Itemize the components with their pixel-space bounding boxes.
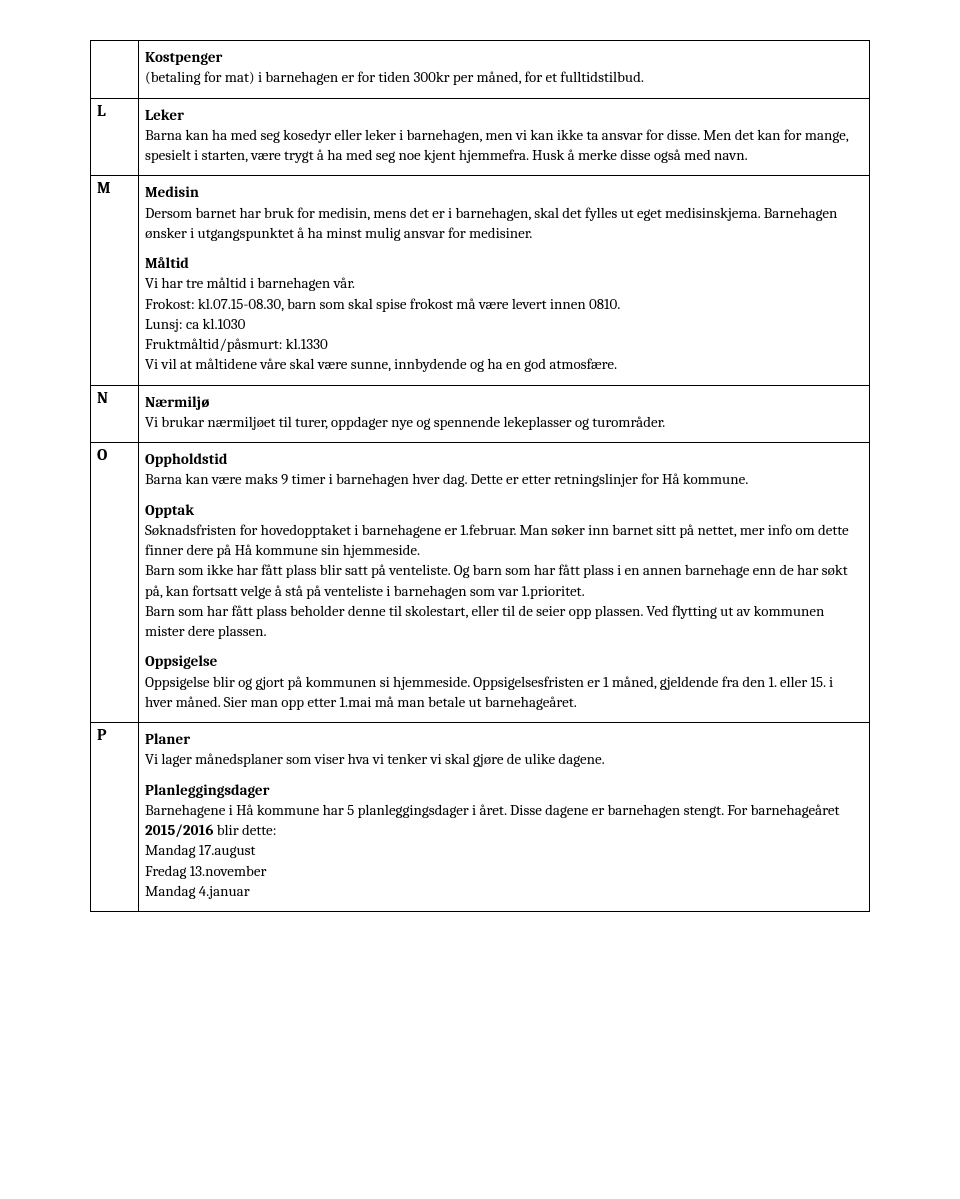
section-line: Vi vil at måltidene våre skal være sunne… (145, 354, 863, 374)
section-block: LekerBarna kan ha med seg kosedyr eller … (145, 105, 863, 166)
row-content: PlanerVi lager månedsplaner som viser hv… (139, 723, 870, 912)
section-line: Fredag 13.november (145, 861, 863, 881)
section-body: Dersom barnet har bruk for medisin, mens… (145, 203, 863, 244)
section-paragraph: Barn som har fått plass beholder denne t… (145, 601, 863, 642)
section-heading: Medisin (145, 182, 863, 202)
row-content: MedisinDersom barnet har bruk for medisi… (139, 176, 870, 385)
section-body: Barna kan være maks 9 timer i barnehagen… (145, 469, 863, 489)
bold-text: 2015/2016 (145, 821, 213, 839)
row-content: OppholdstidBarna kan være maks 9 timer i… (139, 443, 870, 723)
section-heading: Oppsigelse (145, 651, 863, 671)
row-letter: O (91, 443, 139, 723)
section-block: MåltidVi har tre måltid i barnehagen vår… (145, 253, 863, 375)
section-block: PlanerVi lager månedsplaner som viser hv… (145, 729, 863, 770)
table-row: NNærmiljøVi brukar nærmiljøet til turer,… (91, 385, 870, 443)
section-line: Lunsj: ca kl.1030 (145, 314, 863, 334)
section-heading: Opptak (145, 500, 863, 520)
section-body: Barna kan ha med seg kosedyr eller leker… (145, 125, 863, 166)
section-paragraph: Søknadsfristen for hovedopptaket i barne… (145, 520, 863, 561)
section-body: Vi brukar nærmiljøet til turer, oppdager… (145, 412, 863, 432)
row-letter: N (91, 385, 139, 443)
section-heading: Oppholdstid (145, 449, 863, 469)
table-row: MMedisinDersom barnet har bruk for medis… (91, 176, 870, 385)
section-block: MedisinDersom barnet har bruk for medisi… (145, 182, 863, 243)
section-body: Oppsigelse blir og gjort på kommunen si … (145, 672, 863, 713)
row-content: Kostpenger(betaling for mat) i barnehage… (139, 41, 870, 99)
section-line: Vi har tre måltid i barnehagen vår. (145, 273, 863, 293)
row-letter: L (91, 98, 139, 176)
section-line: Mandag 17.august (145, 840, 863, 860)
section-block: NærmiljøVi brukar nærmiljøet til turer, … (145, 392, 863, 433)
section-line: Barnehagene i Hå kommune har 5 planleggi… (145, 800, 863, 841)
table-row: Kostpenger(betaling for mat) i barnehage… (91, 41, 870, 99)
section-paragraph: Barn som ikke har fått plass blir satt p… (145, 560, 863, 601)
section-block: OppsigelseOppsigelse blir og gjort på ko… (145, 651, 863, 712)
section-line: Frokost: kl.07.15-08.30, barn som skal s… (145, 294, 863, 314)
row-letter: M (91, 176, 139, 385)
section-body: Vi lager månedsplaner som viser hva vi t… (145, 749, 863, 769)
row-letter: P (91, 723, 139, 912)
table-row: OOppholdstidBarna kan være maks 9 timer … (91, 443, 870, 723)
table-row: PPlanerVi lager månedsplaner som viser h… (91, 723, 870, 912)
row-content: LekerBarna kan ha med seg kosedyr eller … (139, 98, 870, 176)
row-content: NærmiljøVi brukar nærmiljøet til turer, … (139, 385, 870, 443)
section-heading: Måltid (145, 253, 863, 273)
section-line: Mandag 4.januar (145, 881, 863, 901)
section-block: OpptakSøknadsfristen for hovedopptaket i… (145, 500, 863, 642)
section-heading: Nærmiljø (145, 392, 863, 412)
section-heading: Planleggingsdager (145, 780, 863, 800)
section-block: OppholdstidBarna kan være maks 9 timer i… (145, 449, 863, 490)
section-block: PlanleggingsdagerBarnehagene i Hå kommun… (145, 780, 863, 902)
section-heading: Kostpenger (145, 47, 863, 67)
section-heading: Planer (145, 729, 863, 749)
document-table: Kostpenger(betaling for mat) i barnehage… (90, 40, 870, 912)
section-body: (betaling for mat) i barnehagen er for t… (145, 67, 863, 87)
document-page: Kostpenger(betaling for mat) i barnehage… (0, 0, 960, 952)
section-heading: Leker (145, 105, 863, 125)
row-letter (91, 41, 139, 99)
section-block: Kostpenger(betaling for mat) i barnehage… (145, 47, 863, 88)
section-line: Fruktmåltid/påsmurt: kl.1330 (145, 334, 863, 354)
table-row: LLekerBarna kan ha med seg kosedyr eller… (91, 98, 870, 176)
